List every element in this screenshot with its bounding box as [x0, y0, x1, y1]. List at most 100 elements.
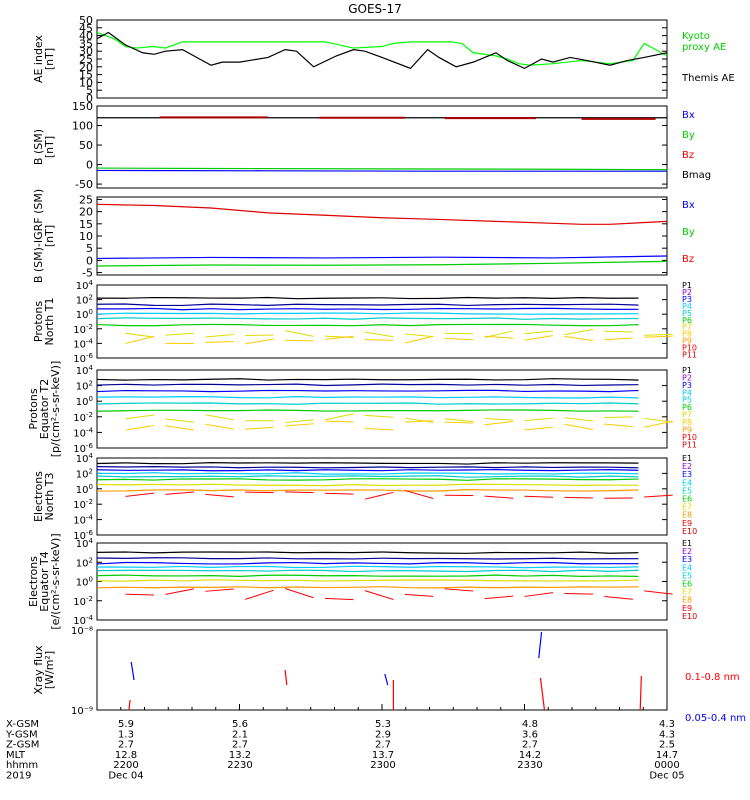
y-tick-label: 10-6: [73, 442, 93, 455]
y-tick-label: 10-6: [73, 529, 93, 542]
flux-segment: [524, 417, 554, 422]
y-tick-label: 104: [76, 452, 94, 465]
flux-segment: [444, 332, 474, 335]
flux-segment: [205, 588, 234, 592]
y-tick-label: 35: [79, 37, 93, 50]
flux-line: [96, 462, 639, 465]
flux-segment: [285, 423, 314, 427]
flux-line: [96, 317, 639, 320]
legend-entry: E8: [682, 596, 692, 605]
y-tick-label: 25: [79, 193, 93, 206]
flux-segment: [484, 421, 514, 426]
panel-xray: 10⁻⁹ 10⁻⁸ Xray flux[W/m²] 0.1-0.8 nm 0.05-0.…: [32, 626, 746, 724]
flux-segment: [364, 331, 394, 338]
legend-entry: E2: [682, 547, 692, 556]
flux-segment: [364, 414, 394, 418]
flux-segment: [644, 420, 673, 428]
panel-frame: [96, 284, 668, 359]
legend-entry: P3: [682, 295, 692, 304]
flux-segment: [644, 590, 673, 595]
legend-entry: P6: [682, 403, 692, 412]
legend-entry: Themis AE: [681, 73, 735, 84]
y-tick-label: 15: [79, 69, 93, 82]
flux-line: [96, 307, 639, 311]
flux-segment: [484, 595, 514, 600]
flux-segment: [165, 588, 194, 595]
flux-segment: [524, 426, 554, 431]
flux-segment: [404, 593, 434, 597]
y-tick-label: 50: [79, 14, 93, 27]
flux-segment: [324, 420, 354, 423]
flux-segment: [564, 417, 593, 422]
legend-entry: By: [682, 130, 695, 141]
y-tick-label: 5: [86, 242, 93, 255]
series-line: [96, 260, 668, 267]
flux-line: [96, 472, 639, 475]
y-tick-label: 104: [76, 279, 94, 292]
flux-line: [96, 468, 639, 472]
x-row-value: 14.2: [519, 750, 541, 761]
legend-entry: P10: [682, 433, 697, 442]
flux-line: [96, 395, 639, 399]
legend-entry: P8: [682, 418, 692, 427]
y-tick-label: 50: [79, 139, 93, 152]
y-tick-label: 0: [86, 159, 93, 172]
flux-line: [96, 389, 639, 393]
y-tick-label: 100: [76, 483, 93, 496]
xray-mark: [284, 669, 288, 686]
legend-entry: P9: [682, 425, 692, 434]
x-row-label: 2019: [6, 771, 31, 782]
x-row-value: 1.3: [118, 729, 134, 740]
x-row-label: hhmm: [6, 760, 38, 771]
xray-mark: [128, 699, 131, 711]
flux-segment: [524, 495, 554, 498]
y-tick-label: 40: [79, 30, 93, 43]
flux-line: [96, 579, 639, 582]
flux-segment: [205, 493, 234, 498]
legend-entry: E4: [682, 563, 692, 572]
flux-segment: [205, 423, 234, 430]
y-axis-label: Xray flux: [32, 645, 45, 695]
flux-segment: [524, 330, 554, 335]
y-axis-label: [e/(cm²-s-sr-keV)]: [49, 533, 62, 629]
flux-line: [96, 312, 639, 315]
flux-line: [96, 378, 639, 381]
flux-line: [96, 483, 639, 487]
flux-line: [96, 475, 639, 478]
legend-entry: E10: [682, 612, 697, 621]
x-row-value: Dec 05: [649, 771, 684, 782]
legend-entry: P4: [682, 388, 692, 397]
flux-segment: [604, 596, 633, 600]
y-tick-label: 10-2: [73, 323, 93, 336]
legend-entry: P10: [682, 344, 697, 353]
y-tick-label: 10-4: [73, 337, 93, 350]
y-tick-label: 150: [72, 100, 93, 113]
legend-entry: E3: [682, 555, 692, 564]
x-row-value: 4.3: [659, 719, 675, 730]
legend-entry: Bx: [682, 200, 695, 211]
y-tick-label: 0: [86, 254, 93, 267]
y-axis-label: B (SM)-IGRF (SM): [32, 189, 45, 283]
x-row-value: 2.7: [232, 740, 248, 751]
y-tick-label: 5: [86, 84, 93, 97]
x-row-value: 2.5: [659, 740, 675, 751]
y-tick-label: 25: [79, 53, 93, 66]
flux-segment: [644, 333, 673, 336]
x-row-label: X-GSM: [6, 719, 39, 730]
flux-segment: [125, 332, 155, 338]
flux-segment: [324, 597, 354, 601]
flux-segment: [604, 416, 633, 419]
y-tick-label: -5: [82, 267, 93, 280]
y-axis-label: [p/(cm²-s-sr-keV)]: [49, 361, 62, 458]
flux-segment: [324, 335, 354, 340]
plot-title: GOES-17: [348, 2, 402, 16]
x-row-value: 2230: [227, 760, 252, 771]
flux-segment: [444, 421, 474, 424]
y-tick-label: 10-6: [73, 352, 93, 365]
legend-entry: P2: [682, 373, 692, 382]
y-tick-label: 102: [76, 467, 93, 480]
x-row-value: 2.7: [118, 740, 134, 751]
xray-mark: [130, 661, 135, 681]
legend-entry: P1: [682, 366, 692, 375]
